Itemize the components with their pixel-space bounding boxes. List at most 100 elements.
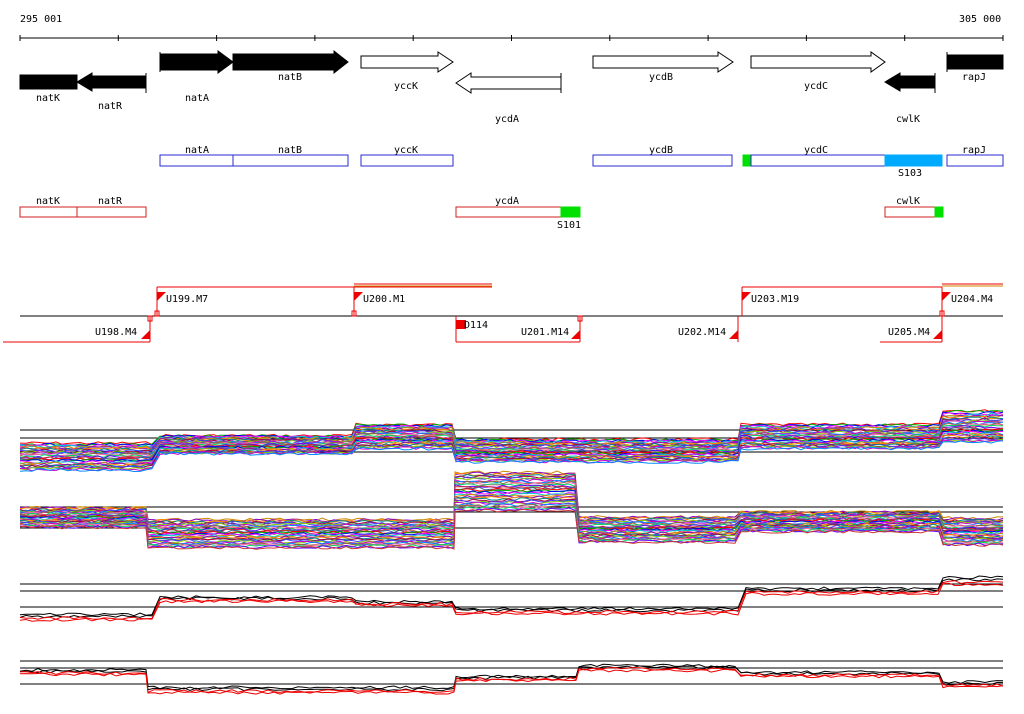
gene-label-cwlK: cwlK [896,114,920,125]
gene-label-rapJ: rapJ [962,72,986,83]
rev-box-natR[interactable] [76,206,147,218]
expression-track-forward-multi [19,409,1004,473]
promoter-track[interactable]: U199.M7 U200.M1 U203.M19 U204.M4 U198.M4 [3,283,1003,343]
promoter-U201.M14[interactable]: U201.M14 [521,315,583,342]
promoter-U203.M19[interactable]: U203.M19 [741,287,799,316]
feature-S101-box[interactable] [560,206,581,218]
gene-arrow-natA[interactable] [159,50,234,74]
expression-profile-line [19,411,1004,447]
fwd-box-yccK[interactable] [360,154,454,167]
expression-profile-line [19,422,1004,457]
expression-profile-line [19,582,1004,622]
ruler-ticks [19,35,1004,41]
expression-profile-line [19,440,1004,473]
expression-track-forward-summary [19,575,1004,622]
expression-track-reverse-summary [19,660,1004,695]
expression-profile-line [19,580,1004,620]
expression-profile-line [19,476,1004,526]
coordinate-ruler: 295 001 305 000 [19,14,1004,41]
promoter-U200.M1[interactable]: U200.M1 [351,287,405,317]
reverse-annotation-track[interactable]: natK natR ycdA S101 cwlK [19,196,944,231]
promoter-label-D114: D114 [464,320,488,331]
fwd-label-ycdC: ycdC [804,145,828,156]
feature-S103-box[interactable] [884,154,943,167]
promoter-D114[interactable]: D114 [455,316,488,342]
gene-label-ycdC: ycdC [804,81,828,92]
expression-profile-line [19,475,1004,525]
promoter-label-U200.M1: U200.M1 [363,294,405,305]
gene-label-ycdB: ycdB [649,72,673,83]
gene-arrow-natB[interactable] [232,49,349,75]
fwd-box-ycdC[interactable] [750,154,886,167]
expression-profile-line [19,508,1004,550]
fwd-box-ycdB[interactable] [592,154,733,167]
green-feature-cwlK[interactable] [934,206,944,218]
fwd-box-natB[interactable] [232,154,349,167]
promoter-U204.M4[interactable]: U204.M4 [939,287,993,317]
expression-profile-line [19,478,1004,528]
feature-label-S103: S103 [898,168,922,179]
promoter-U198.M4[interactable]: U198.M4 [95,315,153,342]
expression-profile-line [19,424,1004,458]
gene-label-yccK: yccK [394,81,418,92]
expression-profile-line [19,494,1004,540]
gene-arrow-ycdA[interactable] [455,72,562,94]
expression-profile-line [19,433,1004,467]
expression-profile-line [19,414,1004,450]
promoter-label-U204.M4: U204.M4 [951,294,993,305]
feature-label-S101: S101 [557,220,581,231]
rev-label-natK: natK [36,196,60,207]
gene-label-natK: natK [36,93,60,104]
promoter-label-U205.M4: U205.M4 [888,327,930,338]
expression-profile-line [19,418,1004,454]
expression-profile-line [19,419,1004,455]
promoter-label-U198.M4: U198.M4 [95,327,137,338]
gene-arrow-ycdB[interactable] [592,51,734,73]
expression-profile-line [19,668,1004,695]
expression-profile-line [19,479,1004,529]
promoter-label-U201.M14: U201.M14 [521,327,569,338]
gene-arrow-rapJ[interactable] [946,54,1004,70]
gene-arrow-ycdC[interactable] [750,51,886,73]
forward-annotation-track[interactable]: natA natB yccK ycdB ycdC S103 rapJ [159,145,1004,179]
rev-label-natR: natR [98,196,123,207]
fwd-box-rapJ[interactable] [946,154,1004,167]
rev-label-ycdA: ycdA [495,196,519,207]
promoter-U199.M7[interactable]: U199.M7 [154,287,208,317]
gene-label-natB: natB [278,72,302,83]
fwd-label-natA: natA [185,145,209,156]
promoter-U205.M4[interactable]: U205.M4 [888,316,943,342]
fwd-label-ycdB: ycdB [649,145,673,156]
expression-profile-line [19,499,1004,543]
gene-arrow-natK[interactable] [19,74,78,90]
gene-arrow-cwlK[interactable] [884,72,936,92]
gene-label-ycdA: ycdA [495,114,519,125]
gene-arrow-natR[interactable] [76,72,147,92]
expression-profile-line [19,507,1004,549]
rev-box-cwlK[interactable] [884,206,936,218]
ruler-start-label: 295 001 [20,14,62,25]
promoter-label-U202.M14: U202.M14 [678,327,726,338]
green-feature-ycdC[interactable] [742,154,752,167]
rev-box-ycdA[interactable] [455,206,562,218]
ruler-end-label: 305 000 [959,14,1001,25]
promoter-U202.M14[interactable]: U202.M14 [678,316,739,342]
rev-label-cwlK: cwlK [896,196,920,207]
expression-profile-line [19,667,1004,694]
expression-profile-line [19,491,1004,537]
fwd-label-rapJ: rapJ [962,145,986,156]
rev-box-natK[interactable] [19,206,78,218]
gene-label-natR: natR [98,101,123,112]
expression-tracks [19,409,1004,695]
fwd-label-yccK: yccK [394,145,418,156]
gene-track[interactable]: natK natR natA natB yccK ycdA ycdB ycdC … [19,49,1004,125]
gene-arrow-yccK[interactable] [360,51,454,73]
fwd-box-natA[interactable] [159,154,234,167]
expression-track-reverse-multi [19,470,1004,550]
promoter-label-U199.M7: U199.M7 [166,294,208,305]
promoter-label-U203.M19: U203.M19 [751,294,799,305]
expression-profile-line [19,575,1004,617]
fwd-label-natB: natB [278,145,302,156]
